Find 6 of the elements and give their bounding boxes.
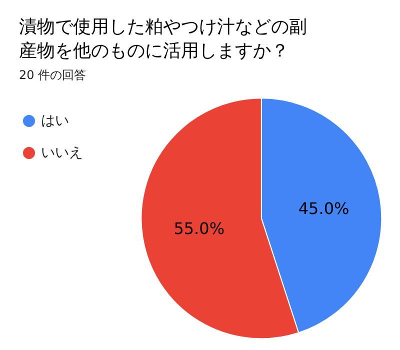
data-label: 55.0% (174, 218, 225, 238)
chart-subtitle: 20 件の回答 (19, 68, 86, 82)
data-label: 45.0% (298, 199, 350, 218)
legend-label: いいえ (41, 145, 83, 161)
chart-title: 漬物で使用した粕やつけ汁などの副産物を他のものに活用しますか？ (19, 16, 307, 62)
legend-label: はい (41, 113, 69, 129)
